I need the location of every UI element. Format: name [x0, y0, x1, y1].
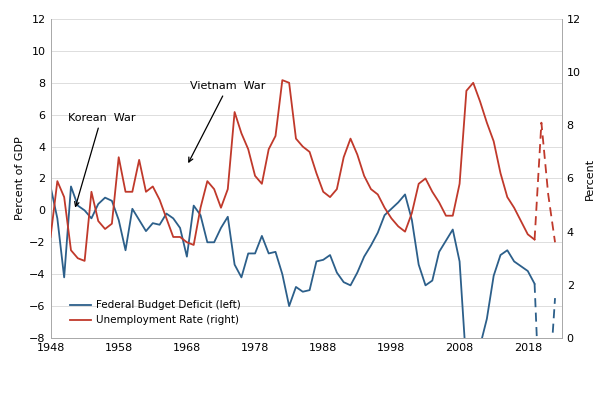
Y-axis label: Percent: Percent [585, 158, 595, 199]
Legend: Federal Budget Deficit (left), Unemployment Rate (right): Federal Budget Deficit (left), Unemploym… [66, 296, 245, 329]
Text: Korean  War: Korean War [68, 113, 135, 206]
Text: Vietnam  War: Vietnam War [188, 81, 266, 162]
Y-axis label: Percent of GDP: Percent of GDP [15, 137, 25, 220]
